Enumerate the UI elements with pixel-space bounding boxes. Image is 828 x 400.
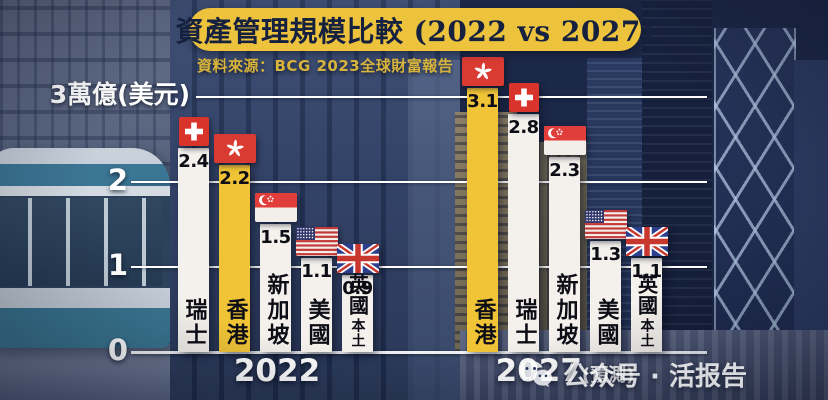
hong-kong-bar-2027: 3.1 香港 [467, 88, 498, 352]
usa-bar-2027: 1.3 美國 [590, 241, 621, 352]
region-name: 英國 [634, 274, 659, 316]
bar-value-label: 1.3 [590, 244, 621, 265]
hong-kong-bar-2022: 2.2 香港 [219, 165, 250, 352]
chart-title: 資產管理規模比較 (2022 vs 2027) [175, 14, 655, 48]
region-name: 美國 [593, 298, 619, 348]
region-name: 新加坡 [263, 273, 289, 348]
wechat-icon [518, 359, 554, 391]
gridline-2 [131, 181, 707, 183]
bar-region-label: 瑞士 [508, 298, 539, 348]
bar-value-label: 2.3 [549, 160, 580, 181]
uk-bar-2022: 0.9 英國 本土 [342, 274, 373, 352]
region-name: 英國 [345, 274, 370, 316]
region-name: 瑞士 [181, 298, 207, 348]
bar-value-label: 3.1 [467, 91, 498, 112]
y-tick-0: 0 [107, 333, 128, 367]
watermark-text: 公众号 · 活报告 [563, 362, 747, 392]
bar-region-label: 新加坡 [549, 273, 580, 348]
bar-region-label: 香港 [219, 298, 250, 348]
switzerland-bar-2022: 2.4 瑞士 [178, 148, 209, 352]
bar-region-label: 英國 本土 [631, 274, 662, 348]
region-name: 美國 [304, 298, 330, 348]
region-name: 新加坡 [552, 273, 578, 348]
singapore-flag-icon [255, 193, 297, 226]
bar-value-label: 1.1 [301, 261, 332, 282]
switzerland-bar-2027: 2.8 瑞士 [508, 114, 539, 352]
bg-tower-edge [794, 60, 828, 352]
uk-flag-icon [335, 241, 381, 277]
region-name-sub: 本土 [638, 318, 655, 348]
hong-kong-flag-icon [462, 57, 504, 90]
bar-value-label: 1.1 [631, 261, 662, 282]
watermark: 公众号 · 活报告 [518, 356, 747, 393]
bar-value-label: 2.4 [178, 151, 209, 172]
switzerland-flag-icon [179, 117, 209, 150]
gridline-3 [196, 96, 707, 98]
bg-glass-building [408, 60, 462, 400]
usa-bar-2022: 1.1 美國 [301, 258, 332, 352]
period-suffix: (預測) [581, 365, 635, 386]
bar-value-label: 0.9 [342, 278, 373, 299]
y-axis-unit-label: 3萬億(美元) [49, 80, 190, 109]
region-name: 香港 [222, 298, 248, 348]
uk-flag-icon [624, 224, 670, 260]
chart-title-pill: 資產管理規模比較 (2022 vs 2027) [175, 8, 654, 51]
singapore-bar-2022: 1.5 新加坡 [260, 224, 291, 352]
uk-bar-2027: 1.1 英國 本土 [631, 258, 662, 352]
usa-flag-icon [296, 227, 338, 260]
y-tick-2: 2 [107, 163, 128, 197]
data-source-note: 資料來源：BCG 2023全球財富報告 [197, 57, 454, 75]
bar-region-label: 英國 本土 [342, 274, 373, 348]
bar-region-label: 美國 [301, 298, 332, 348]
gridline-1 [131, 266, 707, 268]
bar-value-label: 2.2 [219, 168, 250, 189]
region-name: 香港 [470, 298, 496, 348]
bar-region-label: 瑞士 [178, 298, 209, 348]
singapore-flag-icon [544, 126, 586, 159]
singapore-bar-2027: 2.3 新加坡 [549, 157, 580, 352]
region-name: 瑞士 [511, 298, 537, 348]
region-name-sub: 本土 [349, 318, 366, 348]
x-axis-label-2022: 2022 [157, 353, 397, 389]
bar-value-label: 2.8 [508, 117, 539, 138]
x-axis-baseline [131, 351, 707, 354]
bar-region-label: 新加坡 [260, 273, 291, 348]
period-label: 2022 [233, 353, 321, 389]
bar-region-label: 美國 [590, 298, 621, 348]
bg-tram-windows [0, 198, 162, 286]
hong-kong-flag-icon [214, 134, 256, 167]
y-tick-1: 1 [107, 248, 128, 282]
usa-flag-icon [585, 210, 627, 243]
switzerland-flag-icon [509, 83, 539, 116]
bg-boc-tower [714, 28, 796, 352]
bar-region-label: 香港 [467, 298, 498, 348]
bar-value-label: 1.5 [260, 227, 291, 248]
